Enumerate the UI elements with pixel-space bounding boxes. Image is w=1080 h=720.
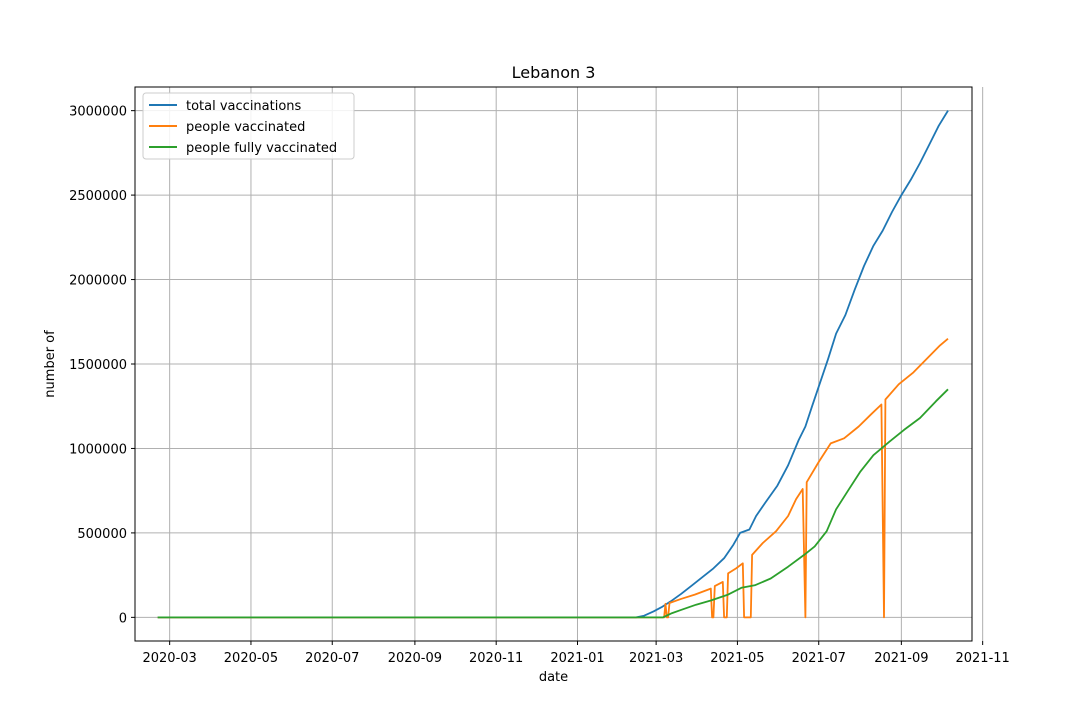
x-tick-label-2021-07: 2021-07 <box>792 651 846 666</box>
series-lines <box>157 110 949 619</box>
y-tick-label-1000000: 1000000 <box>69 442 127 457</box>
x-tick-label-2021-11: 2021-11 <box>955 651 1009 666</box>
grid <box>135 87 984 641</box>
x-tick-label-2020-05: 2020-05 <box>224 651 278 666</box>
x-axis-label: date <box>539 670 568 685</box>
y-tick-label-500000: 500000 <box>77 527 127 542</box>
y-tick-label-2500000: 2500000 <box>69 189 127 204</box>
x-axis-ticks: 2020-03 2020-05 2020-07 2020-09 2020-11 2021-… <box>142 641 1010 666</box>
legend: total vaccinations people vaccinated peo… <box>142 92 355 160</box>
x-tick-label-2020-11: 2020-11 <box>469 651 523 666</box>
x-tick-label-2020-07: 2020-07 <box>305 651 359 666</box>
x-tick-label-2020-03: 2020-03 <box>142 651 196 666</box>
y-axis-ticks: 0 500000 1000000 1500000 2000000 2500000 30000… <box>69 105 135 626</box>
legend-label-people-fully-vaccinated: people fully vaccinated <box>186 141 337 156</box>
series-line-people-fully-vaccinated <box>157 388 949 619</box>
y-tick-label-2000000: 2000000 <box>69 274 127 289</box>
y-axis-label: number of <box>43 330 58 398</box>
x-tick-label-2021-05: 2021-05 <box>710 651 764 666</box>
x-tick-label-2021-03: 2021-03 <box>629 651 683 666</box>
x-tick-label-2020-09: 2020-09 <box>388 651 442 666</box>
series-line-people-vaccinated <box>157 338 949 619</box>
legend-box <box>142 92 355 160</box>
x-tick-label-2021-09: 2021-09 <box>874 651 928 666</box>
series-line-total-vaccinations <box>157 110 949 619</box>
y-tick-label-0: 0 <box>119 611 127 626</box>
legend-label-total-vaccinations: total vaccinations <box>186 99 302 114</box>
x-tick-label-2021-01: 2021-01 <box>550 651 604 666</box>
chart-title: Lebanon 3 <box>512 63 596 82</box>
legend-label-people-vaccinated: people vaccinated <box>186 120 305 135</box>
y-tick-label-1500000: 1500000 <box>69 358 127 373</box>
y-tick-label-3000000: 3000000 <box>69 105 127 120</box>
